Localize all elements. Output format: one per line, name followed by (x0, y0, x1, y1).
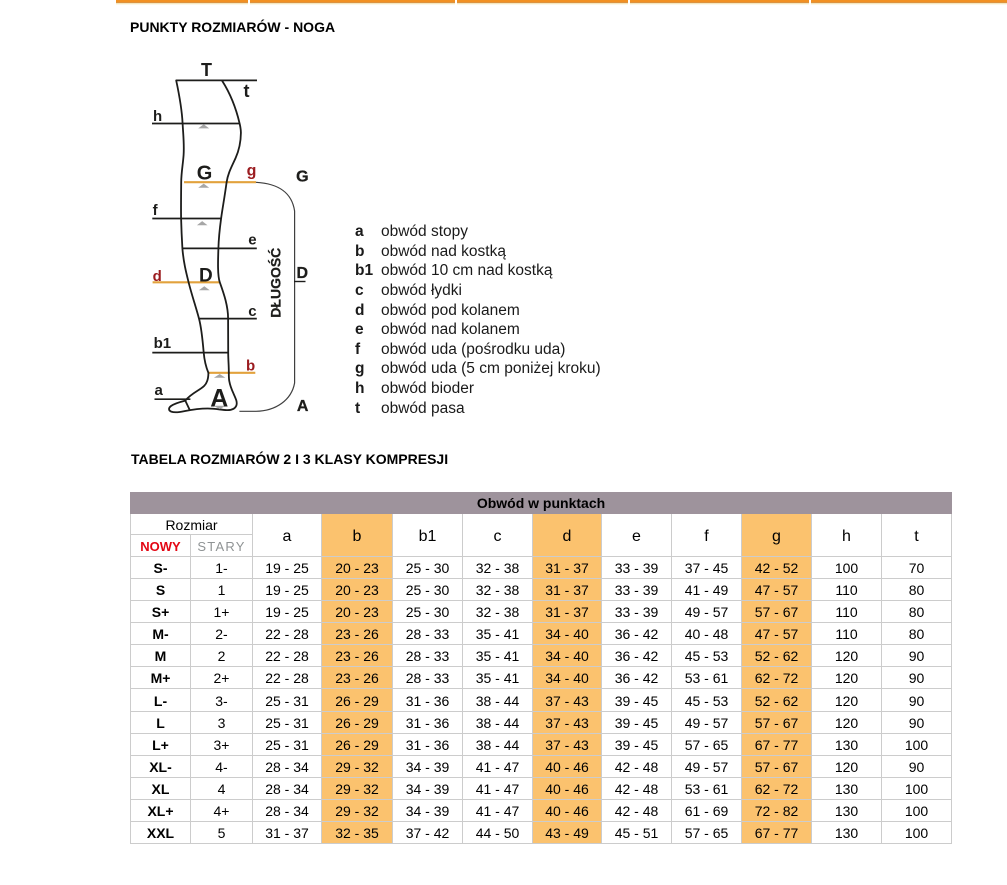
svg-text:G: G (296, 168, 308, 185)
svg-text:A: A (210, 385, 228, 413)
svg-text:D: D (297, 265, 309, 282)
svg-text:f: f (153, 202, 159, 219)
svg-text:D: D (199, 265, 213, 286)
svg-text:c: c (248, 303, 256, 320)
svg-text:e: e (248, 232, 256, 249)
svg-text:b: b (246, 357, 255, 374)
svg-text:G: G (197, 162, 213, 184)
svg-text:d: d (153, 268, 162, 285)
svg-text:A: A (297, 398, 309, 415)
svg-text:g: g (247, 163, 257, 180)
svg-text:a: a (155, 382, 164, 399)
svg-text:h: h (153, 108, 162, 125)
svg-text:DŁUGOŚĆ: DŁUGOŚĆ (266, 248, 283, 318)
svg-text:T: T (201, 60, 212, 80)
svg-text:b1: b1 (154, 335, 172, 352)
svg-text:t: t (244, 81, 250, 101)
